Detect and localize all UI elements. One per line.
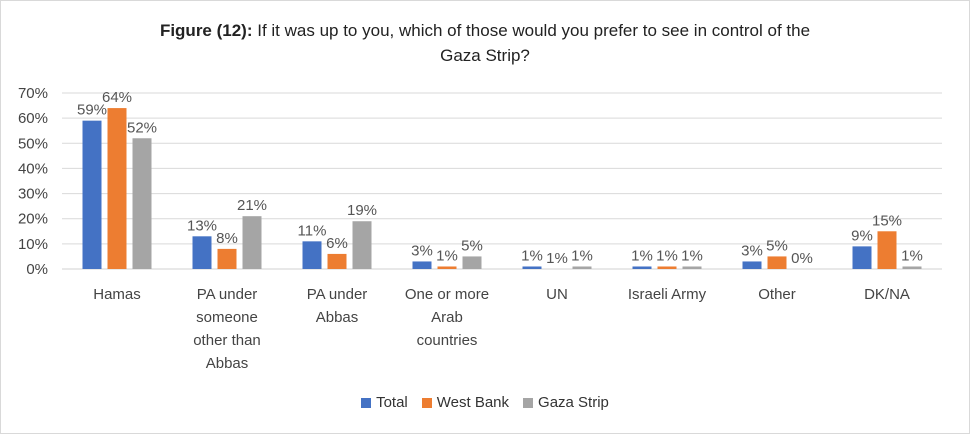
- bar-total: [742, 261, 762, 269]
- data-label: 1%: [656, 247, 678, 264]
- category-label: Abbas: [316, 309, 359, 326]
- y-tick-label: 50%: [18, 135, 48, 152]
- data-label: 15%: [872, 212, 902, 229]
- legend-label-gaza-strip: Gaza Strip: [538, 394, 609, 411]
- bar-total: [82, 120, 102, 270]
- bar-total: [522, 266, 542, 269]
- bar-gaza-strip: [132, 138, 152, 269]
- bar-gaza-strip: [462, 256, 482, 269]
- bar-west-bank: [327, 253, 347, 269]
- category-label: Hamas: [93, 286, 141, 303]
- data-label: 3%: [741, 242, 763, 259]
- bar-total: [412, 261, 432, 269]
- bar-west-bank: [107, 108, 127, 269]
- bar-total: [302, 241, 322, 269]
- chart-title: Figure (12): If it was up to you, which …: [0, 18, 970, 68]
- data-label: 5%: [766, 237, 788, 254]
- bar-gaza-strip: [352, 221, 372, 269]
- data-label: 1%: [901, 247, 923, 264]
- bar-total: [852, 246, 872, 269]
- data-label: 52%: [127, 119, 157, 136]
- bar-total: [192, 236, 212, 269]
- legend-item-total: Total: [361, 394, 408, 411]
- data-label: 8%: [216, 230, 238, 247]
- category-label: UN: [546, 286, 568, 303]
- bar-west-bank: [217, 248, 237, 269]
- y-tick-label: 0%: [26, 261, 48, 278]
- category-label: Abbas: [206, 355, 249, 372]
- legend-label-west-bank: West Bank: [436, 394, 510, 411]
- bar-west-bank: [437, 266, 457, 269]
- legend-item-west-bank: West Bank: [421, 394, 510, 411]
- bar-west-bank: [767, 256, 787, 269]
- data-label: 19%: [347, 202, 377, 219]
- bar-gaza-strip: [682, 266, 702, 269]
- data-label: 21%: [237, 197, 267, 214]
- y-tick-label: 20%: [18, 211, 48, 228]
- data-label: 1%: [681, 247, 703, 264]
- bar-total: [632, 266, 652, 269]
- data-label: 11%: [298, 222, 327, 239]
- category-label: Israeli Army: [628, 286, 707, 303]
- data-label: 6%: [326, 235, 348, 252]
- data-label: 0%: [791, 250, 813, 267]
- legend-swatch-gaza-strip: [523, 397, 534, 408]
- bar-gaza-strip: [902, 266, 922, 269]
- data-label: 5%: [461, 237, 483, 254]
- category-label: PA under: [307, 286, 368, 303]
- legend: Total West Bank Gaza Strip: [0, 394, 970, 411]
- category-label: someone: [196, 309, 258, 326]
- legend-item-gaza-strip: Gaza Strip: [523, 394, 609, 411]
- title-figure-label: Figure (12):: [159, 21, 253, 40]
- title-line-1: If it was up to you, which of those woul…: [257, 21, 811, 40]
- data-label: 1%: [521, 247, 543, 264]
- bar-west-bank: [657, 266, 677, 269]
- y-tick-label: 10%: [18, 236, 48, 253]
- category-label: DK/NA: [864, 286, 910, 303]
- legend-label-total: Total: [376, 394, 408, 411]
- data-label: 3%: [411, 242, 433, 259]
- category-label: PA under: [197, 286, 258, 303]
- data-label: 1%: [571, 247, 593, 264]
- y-tick-label: 40%: [18, 160, 48, 177]
- legend-swatch-total: [361, 397, 372, 408]
- data-label: 1%: [436, 247, 458, 264]
- category-label: One or more: [405, 286, 489, 303]
- data-label: 64%: [102, 89, 132, 106]
- category-label: countries: [417, 332, 478, 349]
- y-tick-label: 60%: [18, 110, 48, 127]
- bar-west-bank: [877, 231, 897, 269]
- data-label: 1%: [546, 250, 568, 267]
- bar-gaza-strip: [572, 266, 592, 269]
- bar-gaza-strip: [242, 216, 262, 269]
- category-label: other than: [193, 332, 261, 349]
- title-line-2: Gaza Strip?: [440, 46, 530, 65]
- data-label: 59%: [77, 102, 107, 119]
- data-label: 9%: [851, 227, 873, 244]
- category-label: Other: [758, 286, 796, 303]
- data-label: 1%: [631, 247, 653, 264]
- data-label: 13%: [187, 217, 217, 234]
- legend-swatch-west-bank: [421, 397, 432, 408]
- category-label: Arab: [431, 309, 463, 326]
- y-tick-label: 30%: [18, 186, 48, 203]
- y-tick-label: 70%: [18, 85, 48, 102]
